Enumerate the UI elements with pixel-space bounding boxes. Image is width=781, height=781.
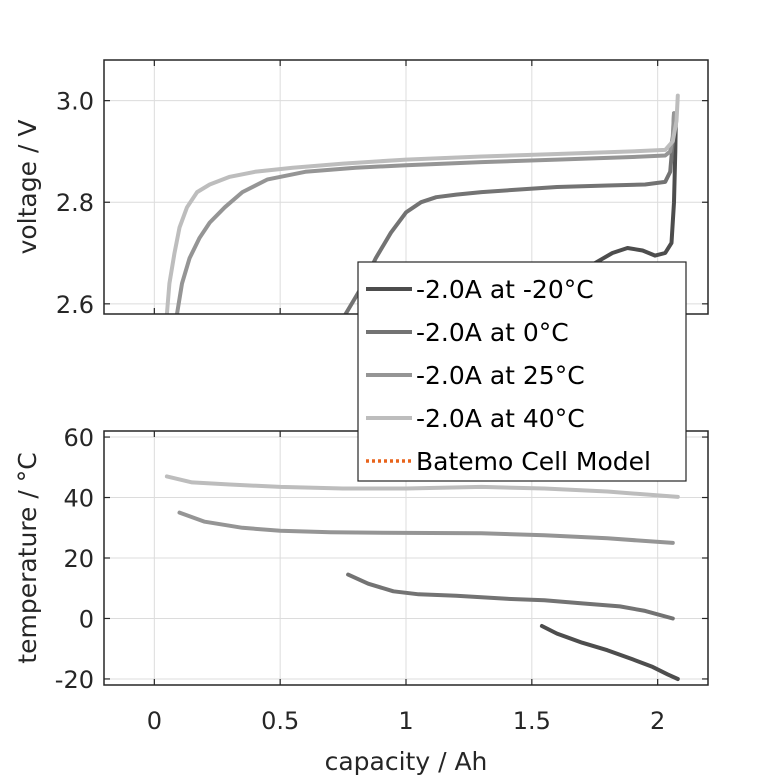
voltage-y-tick-label: 3.0 (56, 88, 94, 116)
temperature-y-axis-label: temperature / °C (13, 452, 42, 663)
temperature-y-tick-label: 60 (63, 424, 94, 452)
voltage-y-axis-label: voltage / V (13, 120, 42, 255)
temperature-y-tick-label: 20 (63, 545, 94, 573)
x-tick-label: 2 (650, 707, 665, 735)
legend-label-3: -2.0A at 40°C (416, 404, 585, 433)
voltage-series-line-2 (175, 111, 676, 314)
voltage-y-tick-label: 2.8 (56, 189, 94, 217)
voltage-series-line-1 (343, 111, 676, 314)
legend: -2.0A at -20°C -2.0A at 0°C -2.0A at 25°C -… (357, 261, 687, 482)
legend-label-4: Batemo Cell Model (416, 447, 651, 476)
temperature-series-line-2 (177, 510, 675, 545)
x-tick-label: 1 (398, 707, 413, 735)
temperature-series-line-3 (164, 474, 680, 499)
legend-box (357, 261, 687, 482)
voltage-series-line-3 (164, 93, 680, 314)
legend-label-1: -2.0A at 0°C (416, 318, 569, 347)
temperature-y-tick-label: 0 (79, 605, 94, 633)
temperature-y-tick-label: 40 (63, 485, 94, 513)
temperature-series-line-0 (539, 624, 680, 681)
x-tick-label: 1.5 (513, 707, 551, 735)
legend-label-0: -2.0A at -20°C (416, 275, 594, 304)
x-axis-label: capacity / Ah (325, 747, 488, 776)
temperature-series-line-1 (346, 572, 675, 621)
voltage-y-tick-label: 2.6 (56, 291, 94, 319)
legend-label-2: -2.0A at 25°C (416, 361, 585, 390)
temperature-ticks: 0 0.5 1 1.5 2 -20 0 20 40 60 (55, 424, 708, 735)
temperature-y-tick-label: -20 (55, 666, 94, 694)
x-tick-label: 0 (147, 707, 162, 735)
x-tick-label: 0.5 (261, 707, 299, 735)
temperature-series (164, 474, 680, 681)
